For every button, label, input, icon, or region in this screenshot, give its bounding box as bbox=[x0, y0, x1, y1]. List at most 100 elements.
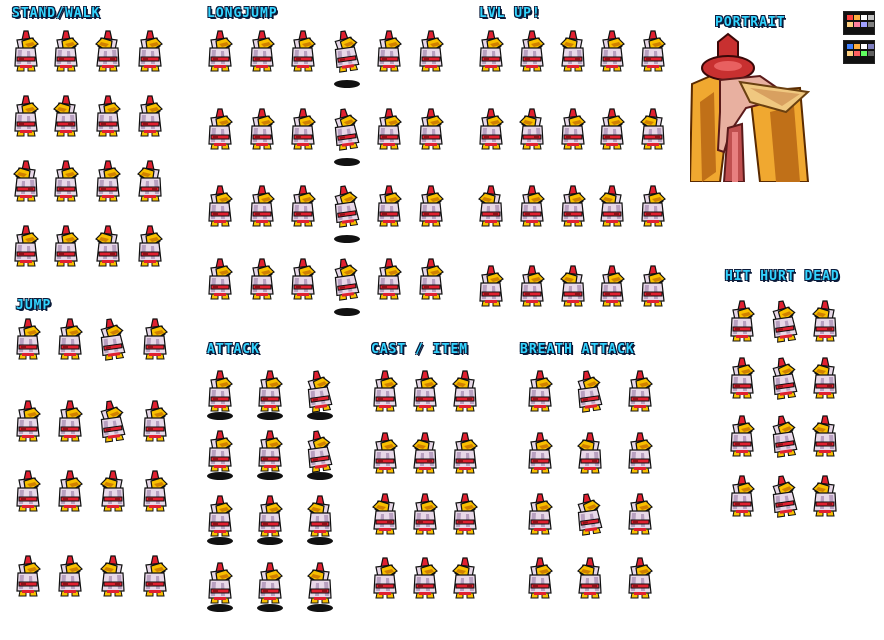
lvl-up-frame bbox=[517, 30, 547, 76]
sprite-shadow bbox=[257, 604, 283, 612]
lvl-up-frame bbox=[476, 185, 506, 231]
jump-frame bbox=[55, 400, 85, 446]
attack-frame bbox=[205, 430, 235, 476]
jump-frame bbox=[140, 470, 170, 516]
jump-frame bbox=[98, 555, 128, 601]
long-jump-frame bbox=[332, 30, 362, 76]
breath-attack-frame bbox=[625, 432, 655, 478]
cast-item-frame bbox=[450, 493, 480, 539]
stand-walk-frame bbox=[93, 30, 123, 76]
long-jump-frame bbox=[374, 30, 404, 76]
breath-attack-frame bbox=[625, 370, 655, 416]
breath-attack-frame bbox=[575, 432, 605, 478]
section-label-cast-item: CAST / ITEM bbox=[371, 342, 469, 357]
sprite-shadow bbox=[307, 604, 333, 612]
long-jump-frame bbox=[288, 185, 318, 231]
sprite-shadow bbox=[207, 412, 233, 420]
hit-hurt-dead-frame bbox=[727, 300, 757, 346]
attack-frame bbox=[255, 430, 285, 476]
jump-frame bbox=[13, 318, 43, 364]
long-jump-frame bbox=[205, 30, 235, 76]
section-label-hit-hurt-dead: HIT HURT DEAD bbox=[725, 269, 840, 284]
portrait-image bbox=[690, 32, 810, 182]
attack-frame bbox=[305, 370, 335, 416]
jump-frame bbox=[98, 470, 128, 516]
section-label-lvl-up: LVL UP! bbox=[479, 6, 541, 21]
breath-attack-frame bbox=[575, 493, 605, 539]
lvl-up-frame bbox=[517, 185, 547, 231]
sprite-shadow bbox=[334, 308, 360, 316]
sprite-shadow bbox=[207, 604, 233, 612]
hit-hurt-dead-frame bbox=[810, 300, 840, 346]
breath-attack-frame bbox=[625, 557, 655, 603]
stand-walk-frame bbox=[51, 95, 81, 141]
sprite-shadow bbox=[307, 537, 333, 545]
attack-frame bbox=[255, 562, 285, 608]
lvl-up-frame bbox=[638, 108, 668, 154]
attack-frame bbox=[205, 562, 235, 608]
cast-item-frame bbox=[410, 432, 440, 478]
lvl-up-frame bbox=[638, 30, 668, 76]
lvl-up-frame bbox=[558, 265, 588, 311]
sprite-shadow bbox=[257, 537, 283, 545]
attack-frame bbox=[255, 370, 285, 416]
stand-walk-frame bbox=[135, 225, 165, 271]
jump-frame bbox=[13, 400, 43, 446]
palette-swatch-1 bbox=[843, 11, 875, 35]
lvl-up-frame bbox=[558, 30, 588, 76]
breath-attack-frame bbox=[525, 493, 555, 539]
sprite-shadow bbox=[334, 80, 360, 88]
hit-hurt-dead-frame bbox=[770, 300, 800, 346]
long-jump-frame bbox=[416, 258, 446, 304]
long-jump-frame bbox=[205, 108, 235, 154]
long-jump-frame bbox=[205, 185, 235, 231]
hit-hurt-dead-frame bbox=[770, 415, 800, 461]
stand-walk-frame bbox=[11, 95, 41, 141]
attack-frame bbox=[255, 495, 285, 541]
stand-walk-frame bbox=[93, 160, 123, 206]
long-jump-frame bbox=[247, 108, 277, 154]
long-jump-frame bbox=[374, 185, 404, 231]
jump-frame bbox=[98, 400, 128, 446]
lvl-up-frame bbox=[476, 265, 506, 311]
cast-item-frame bbox=[370, 370, 400, 416]
hit-hurt-dead-frame bbox=[810, 415, 840, 461]
long-jump-frame bbox=[288, 30, 318, 76]
sprite-shadow bbox=[334, 235, 360, 243]
lvl-up-frame bbox=[517, 108, 547, 154]
cast-item-frame bbox=[450, 432, 480, 478]
lvl-up-frame bbox=[597, 185, 627, 231]
jump-frame bbox=[140, 400, 170, 446]
long-jump-frame bbox=[288, 258, 318, 304]
lvl-up-frame bbox=[597, 265, 627, 311]
sprite-shadow bbox=[334, 158, 360, 166]
lvl-up-frame bbox=[476, 30, 506, 76]
hit-hurt-dead-frame bbox=[810, 357, 840, 403]
jump-frame bbox=[55, 555, 85, 601]
long-jump-frame bbox=[332, 185, 362, 231]
hit-hurt-dead-frame bbox=[727, 357, 757, 403]
jump-frame bbox=[13, 470, 43, 516]
breath-attack-frame bbox=[625, 493, 655, 539]
sprite-shadow bbox=[307, 412, 333, 420]
cast-item-frame bbox=[410, 370, 440, 416]
cast-item-frame bbox=[410, 493, 440, 539]
long-jump-frame bbox=[416, 185, 446, 231]
long-jump-frame bbox=[247, 30, 277, 76]
attack-frame bbox=[205, 370, 235, 416]
cast-item-frame bbox=[370, 557, 400, 603]
attack-frame bbox=[305, 495, 335, 541]
breath-attack-frame bbox=[525, 557, 555, 603]
long-jump-frame bbox=[332, 258, 362, 304]
lvl-up-frame bbox=[597, 30, 627, 76]
stand-walk-frame bbox=[51, 30, 81, 76]
sprite-shadow bbox=[207, 537, 233, 545]
cast-item-frame bbox=[370, 493, 400, 539]
lvl-up-frame bbox=[558, 108, 588, 154]
hit-hurt-dead-frame bbox=[727, 475, 757, 521]
sprite-shadow bbox=[207, 472, 233, 480]
hit-hurt-dead-frame bbox=[770, 357, 800, 403]
sprite-shadow bbox=[257, 412, 283, 420]
jump-frame bbox=[55, 318, 85, 364]
